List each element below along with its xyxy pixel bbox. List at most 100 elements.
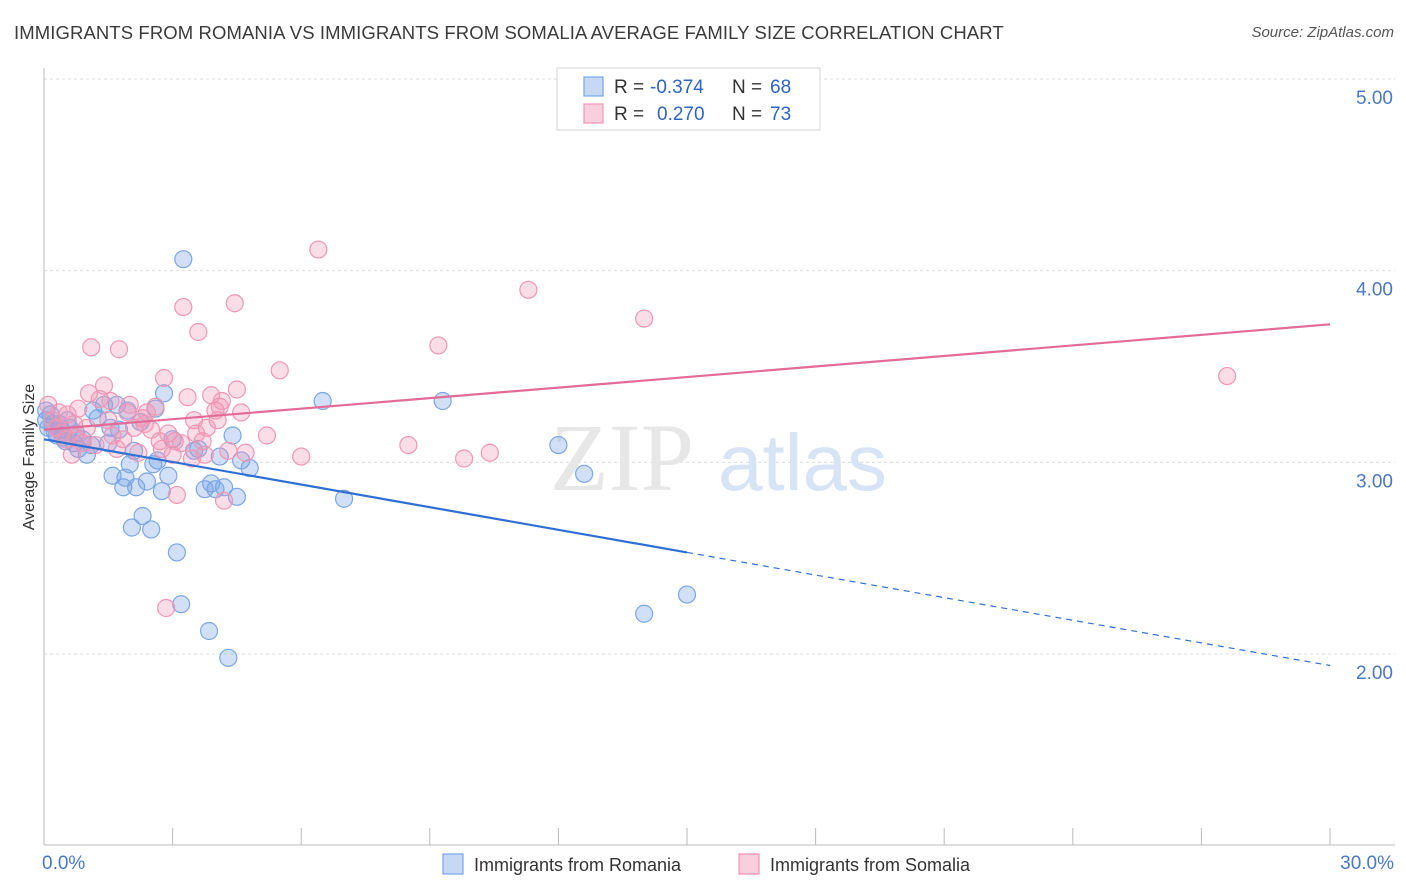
point-somalia <box>49 403 69 422</box>
trend-line-romania <box>43 438 688 554</box>
source-label: Source: ZipAtlas.com <box>1251 24 1394 41</box>
point-somalia <box>146 397 165 416</box>
watermark-atlas: atlas <box>718 418 887 507</box>
point-romania <box>635 604 654 623</box>
legend-r-label-romania: R = <box>614 77 644 98</box>
point-somalia <box>86 435 105 455</box>
series-label-somalia: Immigrants from Somalia <box>770 855 971 875</box>
point-somalia <box>195 445 214 464</box>
point-romania <box>433 391 452 411</box>
point-somalia <box>1218 366 1237 386</box>
point-romania <box>122 518 141 537</box>
point-somalia <box>519 280 538 299</box>
trend-lines <box>43 323 1331 667</box>
point-somalia <box>454 449 474 468</box>
point-romania <box>137 472 156 491</box>
point-somalia <box>429 336 448 355</box>
point-somalia <box>225 294 244 313</box>
point-somalia <box>114 430 133 449</box>
point-somalia <box>167 485 186 505</box>
legend-n-value-romania: 68 <box>770 77 791 98</box>
point-romania <box>167 543 186 562</box>
legend-r-label-somalia: R = <box>614 104 644 125</box>
series-legend: Immigrants from Romania Immigrants from … <box>442 853 971 875</box>
point-somalia <box>212 391 231 411</box>
legend-n-label-romania: N = <box>732 77 762 98</box>
point-somalia <box>103 426 122 445</box>
point-somalia <box>174 297 193 317</box>
legend-swatch-romania <box>583 76 604 97</box>
point-romania <box>549 435 568 455</box>
point-romania <box>127 478 146 497</box>
point-somalia <box>257 426 277 445</box>
legend-r-value-romania: -0.374 <box>650 77 704 98</box>
point-somalia <box>292 447 311 466</box>
point-somalia <box>135 414 154 434</box>
x-tick-label: 0.0% <box>42 853 85 874</box>
legend-swatch-somalia <box>583 103 604 124</box>
point-somalia <box>480 443 499 462</box>
point-somalia <box>309 240 328 259</box>
chart-title: IMMIGRANTS FROM ROMANIA VS IMMIGRANTS FR… <box>14 22 1004 43</box>
point-romania <box>575 464 594 483</box>
point-somalia <box>635 309 654 328</box>
point-romania <box>677 585 697 604</box>
point-romania <box>313 391 332 411</box>
point-somalia <box>82 338 101 357</box>
point-romania <box>154 384 174 403</box>
trend-line-somalia <box>43 323 1331 431</box>
point-somalia <box>109 340 129 359</box>
point-romania <box>174 250 193 269</box>
legend-r-value-somalia: 0.270 <box>657 104 705 125</box>
x-tick-label: 30.0% <box>1340 853 1394 874</box>
point-somalia <box>219 441 238 460</box>
point-somalia <box>101 391 120 411</box>
point-somalia <box>94 376 114 395</box>
point-somalia <box>79 384 99 403</box>
point-somalia <box>178 388 197 407</box>
y-tick-label: 5.00 <box>1356 88 1393 109</box>
point-somalia <box>227 380 246 399</box>
point-romania <box>214 478 234 497</box>
point-somalia <box>129 443 148 462</box>
trend-line-romania-extension <box>686 551 1331 667</box>
series-swatch-somalia <box>738 853 760 875</box>
point-somalia <box>214 491 234 510</box>
data-points <box>37 240 1237 667</box>
watermark-zip: ZIP <box>550 404 694 511</box>
point-romania <box>199 621 219 641</box>
point-somalia <box>154 368 174 388</box>
point-romania <box>223 426 242 445</box>
point-somalia <box>99 411 118 430</box>
point-somalia <box>120 395 139 414</box>
point-somalia <box>62 445 81 464</box>
point-somalia <box>69 399 88 418</box>
watermark: ZIP atlas <box>550 404 887 511</box>
stats-legend: R = -0.374 N = 68 R = 0.270 N = 73 <box>556 67 821 131</box>
point-somalia <box>165 432 184 451</box>
y-axis-label: Average Family Size <box>21 384 38 531</box>
point-romania <box>334 489 354 508</box>
y-tick-label: 4.00 <box>1356 280 1393 301</box>
point-somalia <box>172 434 191 453</box>
point-somalia <box>187 424 206 443</box>
series-swatch-romania <box>442 853 464 875</box>
point-somalia <box>157 598 176 618</box>
y-tick-label: 2.00 <box>1356 663 1393 684</box>
series-label-romania: Immigrants from Romania <box>474 855 682 875</box>
legend-n-label-somalia: N = <box>732 104 762 125</box>
point-romania <box>133 506 152 526</box>
grid-lines <box>44 78 1395 655</box>
point-romania <box>142 520 161 539</box>
legend-n-value-somalia: 73 <box>770 104 791 125</box>
point-somalia <box>189 322 208 342</box>
axes <box>43 68 1395 846</box>
y-tick-label: 3.00 <box>1356 471 1393 492</box>
point-somalia <box>270 361 289 380</box>
point-romania <box>159 466 178 485</box>
point-romania <box>172 595 191 614</box>
point-somalia <box>399 435 418 455</box>
y-tick-labels: 2.00 3.00 4.00 5.00 <box>1356 88 1393 684</box>
point-romania <box>152 481 171 501</box>
